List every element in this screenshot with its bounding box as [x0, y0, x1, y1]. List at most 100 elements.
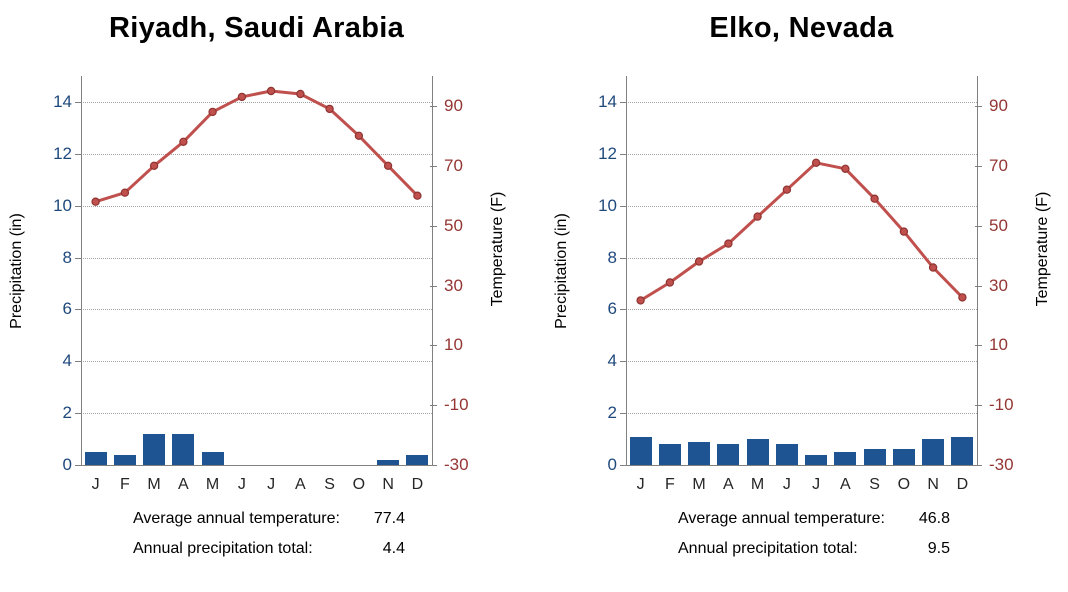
y-axis-right-tick-label: 50	[989, 215, 1008, 235]
precip-total-label: Annual precipitation total:	[678, 540, 858, 557]
y-axis-right-tick-mark	[975, 165, 982, 167]
chart-title: Elko, Nevada	[709, 12, 894, 44]
temp-marker	[120, 188, 130, 197]
temp-marker	[296, 89, 305, 99]
temp-line	[95, 89, 419, 204]
precip-bar	[892, 449, 915, 465]
precip-bar	[688, 441, 711, 465]
gridline	[81, 309, 432, 311]
month-label: M	[750, 476, 765, 493]
y-axis-left-tick-mark	[620, 153, 627, 155]
y-axis-right-tick-mark	[975, 465, 982, 466]
y-axis-left-tick-label: 8	[62, 247, 72, 267]
right-axis-title: Temperature (F)	[489, 191, 506, 307]
climate-chart-riyadh: Riyadh, Saudi Arabia Precipitation (in) …	[8, 12, 506, 557]
precip-total-value: 9.5	[927, 540, 950, 557]
y-axis-right-tick-label: 10	[444, 335, 463, 355]
month-label: M	[205, 476, 220, 493]
gridline	[81, 257, 432, 259]
precip-bar	[172, 433, 195, 465]
y-axis-right-tick-label: -30	[989, 455, 1014, 474]
month-label: F	[120, 476, 130, 493]
gridline	[626, 361, 977, 363]
month-label: A	[840, 476, 851, 493]
y-axis-left-tick-mark	[75, 309, 82, 311]
month-label: S	[869, 476, 880, 493]
y-axis-right-tick-mark	[975, 345, 982, 347]
month-label: J	[812, 476, 821, 493]
month-label: S	[324, 476, 335, 493]
x-axis-line	[81, 465, 433, 466]
y-axis-right-tick-label: 90	[989, 95, 1008, 115]
precip-bar	[805, 454, 828, 465]
month-label: A	[295, 476, 306, 493]
y-axis-right-tick-label: 90	[444, 95, 463, 115]
y-axis-right-tick-label: -10	[989, 395, 1014, 415]
climate-chart-elko: Elko, Nevada Precipitation (in) Temperat…	[545, 0, 1068, 592]
precip-bar	[863, 449, 886, 465]
month-label: J	[636, 476, 645, 493]
gridline	[626, 153, 977, 155]
temp-marker	[782, 185, 792, 194]
y-axis-left-tick-label: 10	[53, 195, 72, 215]
y-axis-right-tick-label: 70	[444, 155, 463, 175]
y-axis-left-tick-mark	[620, 361, 627, 363]
y-axis-left-tick-label: 0	[607, 455, 617, 474]
y-axis-right-tick-label: -10	[444, 395, 469, 415]
temp-marker	[724, 239, 733, 248]
y-axis-right-tick-mark	[975, 225, 982, 227]
y-axis-right-tick-label: 30	[444, 275, 463, 295]
month-label: A	[178, 476, 189, 493]
temp-marker	[636, 296, 645, 305]
gridline	[81, 101, 432, 103]
gridline	[626, 257, 977, 259]
precip-bar	[113, 454, 136, 465]
y-axis-left-tick-mark	[75, 413, 82, 415]
avg-temp-value: 77.4	[373, 510, 405, 527]
y-axis-left-tick-label: 6	[62, 299, 72, 319]
plot-area	[81, 76, 432, 465]
month-label: J	[237, 476, 246, 493]
temp-marker	[237, 92, 247, 102]
gridline	[626, 101, 977, 103]
y-axis-left-tick-mark	[75, 153, 82, 155]
temp-marker	[811, 158, 821, 168]
y-axis-left-tick-label: 0	[62, 455, 72, 474]
precip-bar	[406, 454, 429, 465]
precip-bar	[377, 459, 400, 465]
y-axis-right-tick-label: 50	[444, 215, 463, 235]
y-axis-left-tick-mark	[75, 257, 82, 259]
precip-total-value: 4.4	[382, 540, 405, 557]
month-label: D	[956, 476, 969, 493]
temperature-line-series	[636, 158, 967, 305]
y-axis-right-tick-label: 70	[989, 155, 1008, 175]
y-axis-left-tick-mark	[620, 413, 627, 415]
temp-marker	[179, 137, 188, 147]
y-axis-left-tick-label: 8	[607, 247, 617, 267]
y-axis-left-tick-label: 4	[607, 351, 617, 371]
month-label: D	[411, 476, 424, 493]
y-axis-left-tick-label: 2	[607, 403, 617, 423]
y-axis-right-tick-mark	[975, 285, 982, 287]
left-axis-title: Precipitation (in)	[553, 213, 570, 329]
temp-marker	[928, 263, 938, 272]
temp-marker	[899, 227, 909, 236]
y-axis-left-tick-label: 14	[598, 91, 617, 111]
temp-marker	[753, 212, 762, 221]
temp-marker	[354, 131, 364, 141]
gridline	[81, 413, 432, 415]
y-axis-right-tick-label: -30	[444, 455, 469, 474]
month-label: J	[782, 476, 791, 493]
precip-total-label: Annual precipitation total:	[133, 540, 313, 557]
month-label: O	[897, 476, 911, 493]
precip-bar	[201, 452, 224, 465]
stat-row: Annual precipitation total: 9.5	[545, 540, 1068, 560]
temp-marker	[958, 293, 967, 302]
y-axis-right-tick-mark	[430, 165, 437, 167]
temperature-line-series	[91, 86, 422, 206]
y-axis-right-tick-mark	[430, 345, 437, 347]
temp-marker	[694, 257, 704, 266]
temp-marker	[91, 197, 100, 206]
y-axis-right-tick-mark	[430, 105, 437, 107]
left-axis-line	[81, 76, 82, 466]
